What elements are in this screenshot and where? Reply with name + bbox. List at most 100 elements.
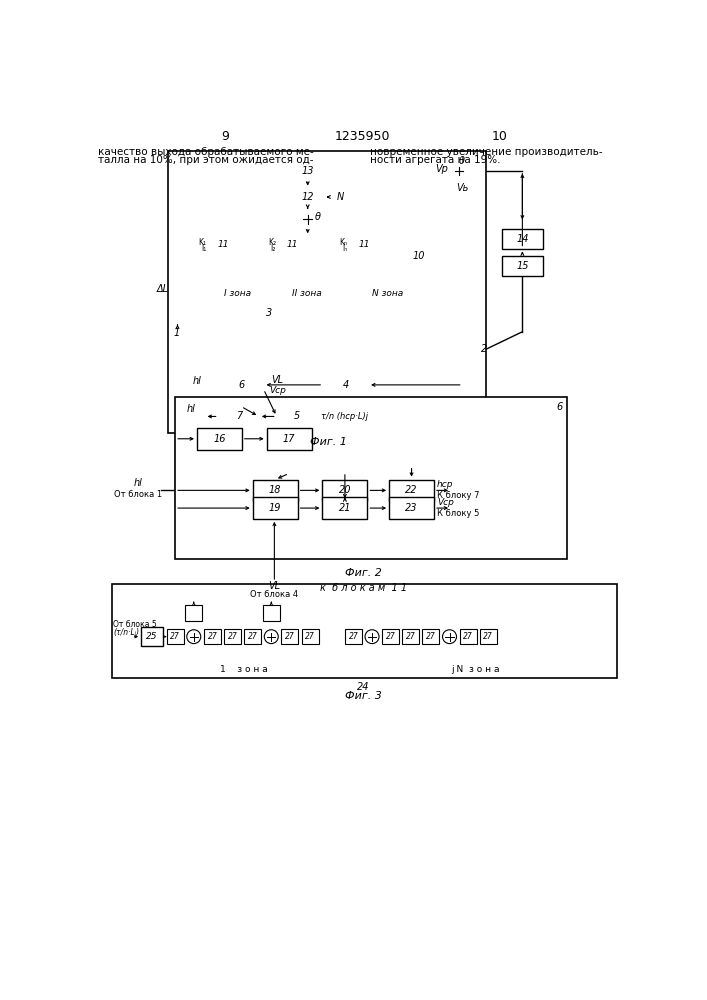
Text: новременное увеличение производитель-: новременное увеличение производитель- — [370, 147, 602, 157]
Text: 21: 21 — [339, 503, 351, 513]
Bar — [252, 497, 298, 519]
Circle shape — [300, 212, 315, 227]
Text: 27: 27 — [285, 632, 295, 641]
Text: 27: 27 — [228, 632, 238, 641]
Text: 12: 12 — [301, 192, 314, 202]
Text: j N  з о н а: j N з о н а — [452, 665, 500, 674]
Text: К блоку 5: К блоку 5 — [437, 509, 479, 518]
Circle shape — [264, 630, 279, 644]
Bar — [252, 480, 298, 501]
Text: 7: 7 — [235, 411, 242, 421]
Text: Фиг. 1: Фиг. 1 — [310, 437, 347, 447]
Bar — [322, 480, 368, 501]
Text: N зона: N зона — [372, 289, 403, 298]
Text: K₂: K₂ — [268, 238, 276, 247]
Text: N: N — [337, 192, 344, 202]
Circle shape — [451, 163, 467, 179]
Bar — [422, 629, 440, 644]
Bar — [203, 262, 428, 351]
Text: 11: 11 — [217, 240, 228, 249]
Bar — [209, 236, 236, 253]
Bar — [279, 236, 306, 253]
Bar — [281, 629, 298, 644]
Text: 18: 18 — [269, 485, 281, 495]
Text: 15: 15 — [516, 261, 529, 271]
Text: От блока 4: От блока 4 — [250, 590, 298, 599]
Bar — [351, 236, 378, 253]
Text: 27: 27 — [305, 632, 315, 641]
Bar — [345, 629, 362, 644]
Text: θ: θ — [459, 156, 465, 166]
Bar — [480, 629, 497, 644]
Bar — [502, 229, 542, 249]
Text: к  б л о к а м  1 1: к б л о к а м 1 1 — [320, 583, 407, 593]
Text: 10: 10 — [412, 251, 425, 261]
Text: 2: 2 — [481, 344, 488, 354]
Text: II зона: II зона — [292, 289, 322, 298]
Text: 27: 27 — [247, 632, 257, 641]
Text: 23: 23 — [405, 503, 418, 513]
Text: hl: hl — [187, 404, 196, 414]
Text: Фиг. 2: Фиг. 2 — [345, 568, 382, 578]
Text: lₙ: lₙ — [342, 244, 347, 253]
Text: 6: 6 — [238, 380, 244, 390]
Text: 1    з о н а: 1 з о н а — [219, 665, 267, 674]
Bar — [267, 428, 312, 450]
Bar — [301, 629, 319, 644]
Text: К блоку 7: К блоку 7 — [437, 491, 479, 500]
Text: 27: 27 — [349, 632, 358, 641]
Text: 1: 1 — [174, 328, 180, 338]
Circle shape — [453, 361, 472, 379]
Text: 4: 4 — [343, 380, 349, 390]
Bar — [322, 497, 368, 519]
Text: 11: 11 — [287, 240, 298, 249]
Text: VL: VL — [271, 375, 284, 385]
Text: Vь: Vь — [457, 183, 469, 193]
Bar — [323, 374, 368, 396]
Bar — [218, 406, 259, 426]
Text: hl: hl — [134, 478, 142, 488]
Bar — [244, 629, 261, 644]
Text: Kₙ: Kₙ — [339, 238, 347, 247]
Text: 24: 24 — [357, 682, 370, 692]
Circle shape — [365, 630, 379, 644]
Text: 27: 27 — [426, 632, 436, 641]
Text: качество выхода обрабатываемого ме-: качество выхода обрабатываемого ме- — [98, 147, 313, 157]
Text: Vср: Vср — [437, 498, 454, 507]
Text: Фиг. 3: Фиг. 3 — [345, 691, 382, 701]
Text: 13: 13 — [301, 166, 314, 176]
Text: 27: 27 — [170, 632, 180, 641]
Bar — [175, 397, 567, 559]
Text: 6: 6 — [556, 402, 563, 412]
Text: 27: 27 — [386, 632, 395, 641]
Text: ности агрегата на 19%.: ности агрегата на 19%. — [370, 155, 500, 165]
Bar — [218, 374, 264, 396]
Text: 27: 27 — [207, 632, 217, 641]
Text: VL: VL — [269, 581, 281, 591]
Bar — [289, 162, 327, 179]
Text: 25: 25 — [146, 632, 158, 641]
Text: τ/n (hср·L)j: τ/n (hср·L)j — [321, 412, 368, 421]
Bar — [263, 605, 280, 620]
Text: 3: 3 — [266, 308, 272, 318]
Text: Vр: Vр — [436, 164, 448, 174]
Bar — [289, 189, 327, 205]
Text: 10: 10 — [491, 130, 507, 143]
Text: 16: 16 — [213, 434, 226, 444]
Bar — [402, 629, 419, 644]
Text: (τ/n·Lᵢ): (τ/n·Lᵢ) — [113, 628, 139, 637]
Bar — [204, 629, 221, 644]
Text: θ: θ — [315, 212, 321, 222]
Text: 1235950: 1235950 — [334, 130, 390, 143]
Text: K₁: K₁ — [198, 238, 206, 247]
Bar — [141, 627, 163, 646]
Text: От блока 5: От блока 5 — [113, 620, 157, 629]
Circle shape — [443, 630, 457, 644]
Text: 9: 9 — [221, 130, 230, 143]
Text: l₂: l₂ — [271, 244, 276, 253]
Text: 27: 27 — [463, 632, 473, 641]
Bar — [185, 605, 202, 620]
Bar — [224, 629, 241, 644]
Circle shape — [187, 630, 201, 644]
Bar — [389, 497, 434, 519]
